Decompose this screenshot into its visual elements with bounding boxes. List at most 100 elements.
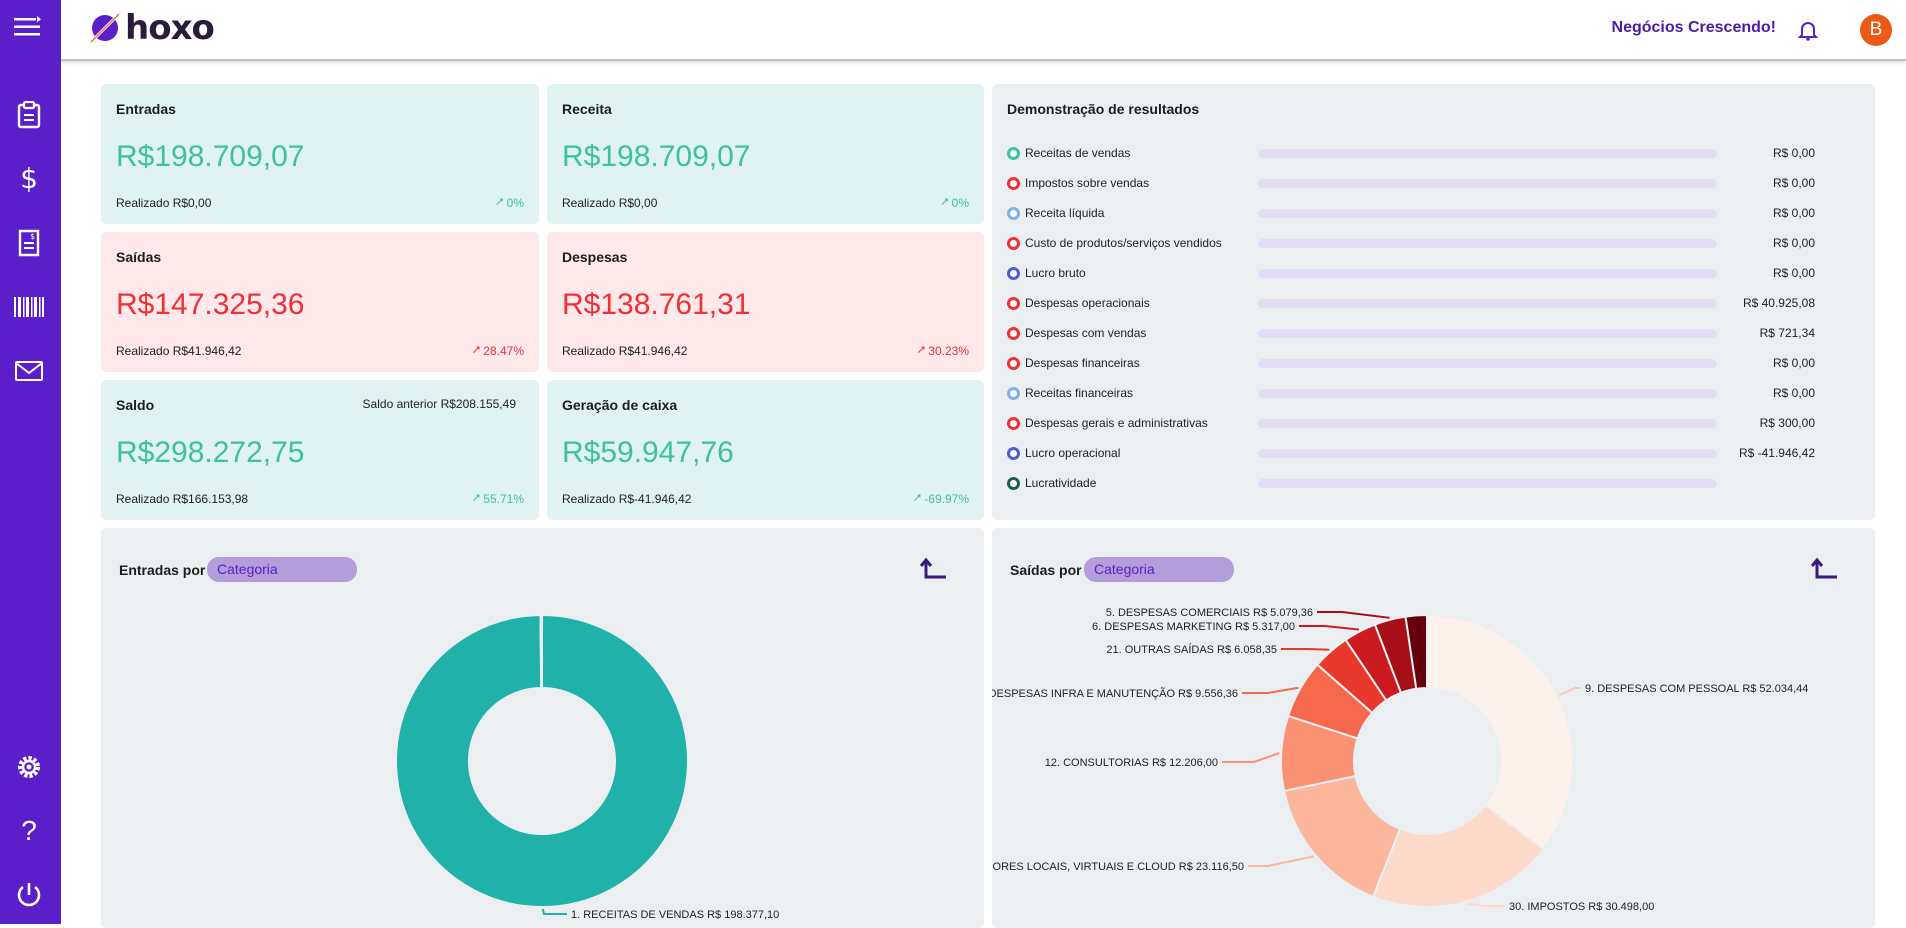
slice-label: 30. IMPOSTOS R$ 30.498,00	[1509, 901, 1654, 913]
slice-label-line	[1281, 648, 1330, 651]
help-icon[interactable]: ?	[21, 815, 37, 846]
entradas-chart-panel: Entradas por Categoria 1. RECEITAS DE VE…	[101, 528, 984, 928]
slice-label-line	[1317, 611, 1390, 619]
card-saidas[interactable]: Saídas R$147.325,36 Realizado R$41.946,4…	[101, 232, 539, 372]
card-geracao-caixa[interactable]: Geração de caixa R$59.947,76 Realizado R…	[547, 380, 984, 520]
donut-slice[interactable]	[1404, 613, 1428, 690]
menu-icon[interactable]	[14, 16, 42, 38]
dre-bar	[1258, 208, 1717, 218]
donut-slice[interactable]	[1426, 613, 1574, 851]
dre-row: Despesas gerais e administrativas R$ 300,…	[1007, 413, 1815, 433]
mail-icon[interactable]	[14, 356, 44, 386]
slice-label: 21. OUTRAS SAÍDAS R$ 6.058,35	[1106, 643, 1277, 656]
donut-slice[interactable]	[539, 613, 543, 690]
trend-up-icon: ⭧	[917, 343, 926, 357]
dre-label: Despesas com vendas	[1025, 326, 1147, 340]
group-by-select[interactable]: Categoria	[1084, 557, 1234, 582]
dre-label: Impostos sobre vendas	[1025, 176, 1150, 190]
dre-bar	[1258, 238, 1717, 248]
card-realized: Realizado R$166.153,98	[116, 492, 249, 506]
card-receita[interactable]: Receita R$198.709,07 Realizado R$0,00 ⭧ 0…	[547, 84, 984, 224]
dre-row: Lucro operacional R$ -41.946,42	[1007, 443, 1815, 463]
clipboard-icon[interactable]	[14, 100, 44, 130]
dre-row: Receitas financeiras R$ 0,00	[1007, 383, 1815, 403]
trend-up-icon: ⭧	[472, 343, 481, 357]
dre-value: R$ 0,00	[1772, 146, 1815, 160]
logo[interactable]: hoxo	[89, 8, 215, 48]
settings-icon[interactable]	[14, 752, 44, 782]
dollar-icon[interactable]: $	[20, 161, 38, 195]
barcode-icon[interactable]	[14, 292, 44, 322]
donut-slice[interactable]	[395, 613, 689, 908]
slice-label: 5. DESPESAS COMERCIAIS R$ 5.079,36	[1106, 607, 1313, 619]
dre-value: R$ -41.946,42	[1738, 446, 1815, 460]
previous-balance: Saldo anterior R$208.155,49	[362, 397, 516, 411]
slice-label-line	[1242, 686, 1299, 694]
slice-label-line	[1466, 902, 1505, 907]
dre-legend-dot	[1007, 296, 1020, 310]
dre-legend-dot	[1007, 266, 1020, 280]
percentage-value: -69.97%	[924, 491, 969, 506]
card-despesas[interactable]: Despesas R$138.761,31 Realizado R$41.946…	[547, 232, 984, 372]
card-percentage: ⭧ -69.97%	[913, 491, 969, 506]
dre-panel: Demonstração de resultados Receitas de v…	[992, 84, 1875, 520]
logo-text: hoxo	[125, 8, 215, 48]
card-saldo[interactable]: Saldo Saldo anterior R$208.155,49 R$298.…	[101, 380, 539, 520]
dre-value: R$ 40.925,08	[1742, 296, 1815, 310]
dre-row: Lucratividade	[1007, 473, 1815, 493]
dre-bar	[1258, 388, 1717, 398]
card-title: Despesas	[562, 249, 628, 265]
dre-legend-dot	[1007, 146, 1020, 160]
tagline: Negócios Crescendo!	[1611, 19, 1776, 36]
invoice-icon[interactable]: $	[14, 228, 44, 258]
dre-bar	[1258, 298, 1717, 308]
dre-value: R$ 0,00	[1772, 356, 1815, 370]
group-by-select[interactable]: Categoria	[207, 557, 357, 582]
slice-label-line	[541, 908, 567, 915]
card-realized: Realizado R$-41.946,42	[562, 492, 692, 506]
percentage-value: 30.23%	[928, 343, 969, 358]
entradas-donut-chart: 1. RECEITAS DE VENDAS R$ 198.377,10	[395, 613, 779, 921]
dre-row: Despesas operacionais R$ 40.925,08	[1007, 293, 1815, 313]
dre-value: R$ 721,34	[1759, 326, 1815, 340]
card-title: Geração de caixa	[562, 397, 678, 413]
dre-label: Receitas financeiras	[1025, 386, 1134, 400]
slice-label-line	[1299, 625, 1360, 631]
dre-label: Despesas operacionais	[1025, 296, 1150, 310]
svg-text:$: $	[30, 232, 35, 241]
slice-label-line	[1248, 855, 1314, 867]
card-percentage: ⭧ 28.47%	[472, 343, 524, 358]
card-title: Entradas	[116, 101, 176, 117]
card-percentage: ⭧ 0%	[496, 195, 524, 210]
percentage-value: 0%	[506, 195, 524, 210]
dre-bar	[1258, 328, 1717, 338]
dre-row: Despesas com vendas R$ 721,34	[1007, 323, 1815, 343]
dre-legend-dot	[1007, 326, 1020, 340]
dre-value: R$ 0,00	[1772, 266, 1815, 280]
bell-icon[interactable]	[1796, 18, 1820, 42]
dre-row: Lucro bruto R$ 0,00	[1007, 263, 1815, 283]
dre-row: Despesas financeiras R$ 0,00	[1007, 353, 1815, 373]
drill-up-icon[interactable]	[1810, 557, 1839, 583]
card-realized: Realizado R$0,00	[116, 196, 212, 210]
dre-bar	[1258, 418, 1717, 428]
trend-up-icon: ⭧	[940, 195, 949, 209]
drill-up-icon[interactable]	[919, 557, 948, 583]
dre-label: Lucro bruto	[1025, 266, 1086, 280]
dre-label: Despesas gerais e administrativas	[1025, 416, 1208, 430]
card-title: Saídas	[116, 249, 162, 265]
avatar[interactable]: B	[1860, 14, 1892, 46]
power-icon[interactable]	[14, 880, 44, 910]
dre-value: R$ 300,00	[1759, 416, 1815, 430]
card-value: R$198.709,07	[116, 140, 305, 173]
dre-legend-dot	[1007, 446, 1020, 460]
dre-row: Impostos sobre vendas R$ 0,00	[1007, 173, 1815, 193]
dre-title: Demonstração de resultados	[1007, 101, 1200, 117]
donut-slice[interactable]	[1371, 803, 1545, 908]
dre-row: Custo de produtos/serviços vendidos R$ 0,…	[1007, 233, 1815, 253]
card-entradas[interactable]: Entradas R$198.709,07 Realizado R$0,00 ⭧…	[101, 84, 539, 224]
slice-label: 1. RECEITAS DE VENDAS R$ 198.377,10	[571, 909, 779, 921]
card-realized: Realizado R$41.946,42	[116, 344, 242, 358]
percentage-value: 55.71%	[483, 491, 524, 506]
card-value: R$138.761,31	[562, 288, 751, 321]
